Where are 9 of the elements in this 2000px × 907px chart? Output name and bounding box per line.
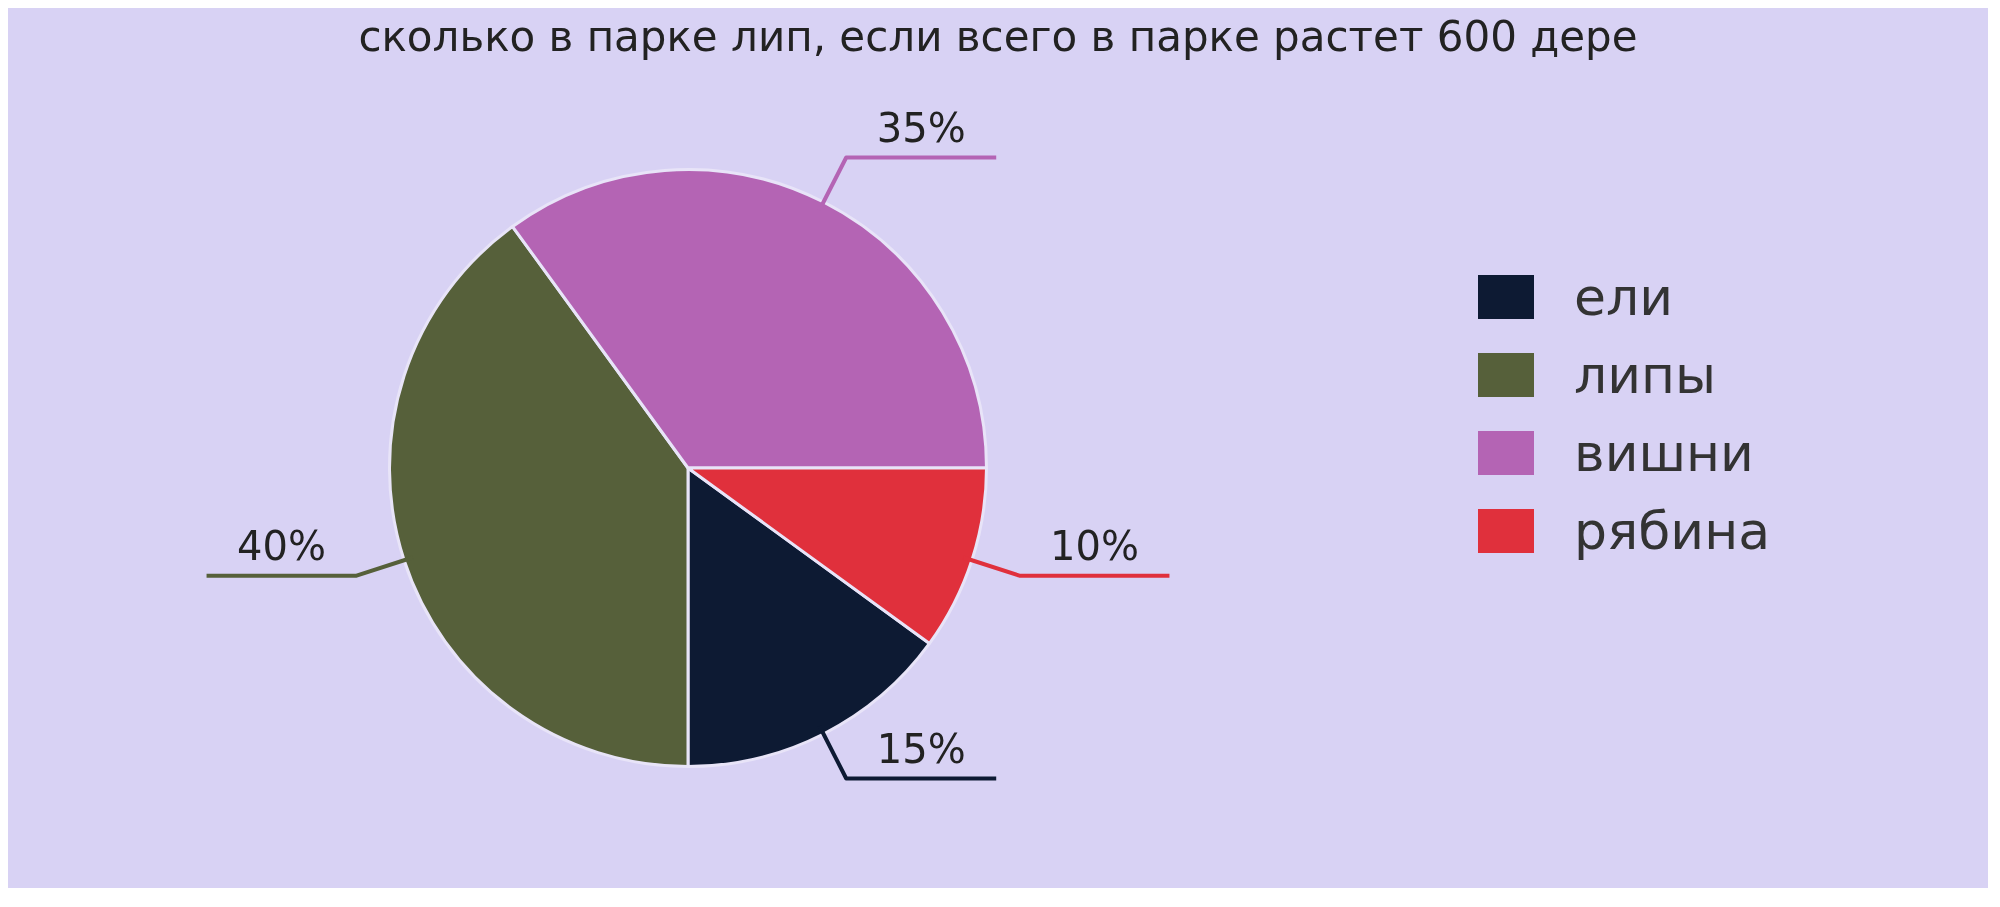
legend-label: рябина <box>1574 501 1771 561</box>
legend-label: липы <box>1574 345 1717 405</box>
data-label: 15% <box>876 725 966 772</box>
chart-title: сколько в парке лип, если всего в парке растет 600 дере <box>357 12 1639 61</box>
data-label: 10% <box>1049 523 1139 570</box>
data-label: 35% <box>876 104 966 151</box>
legend-label: ели <box>1574 267 1674 327</box>
legend-label: вишни <box>1574 423 1754 483</box>
data-label: 40% <box>237 523 327 570</box>
